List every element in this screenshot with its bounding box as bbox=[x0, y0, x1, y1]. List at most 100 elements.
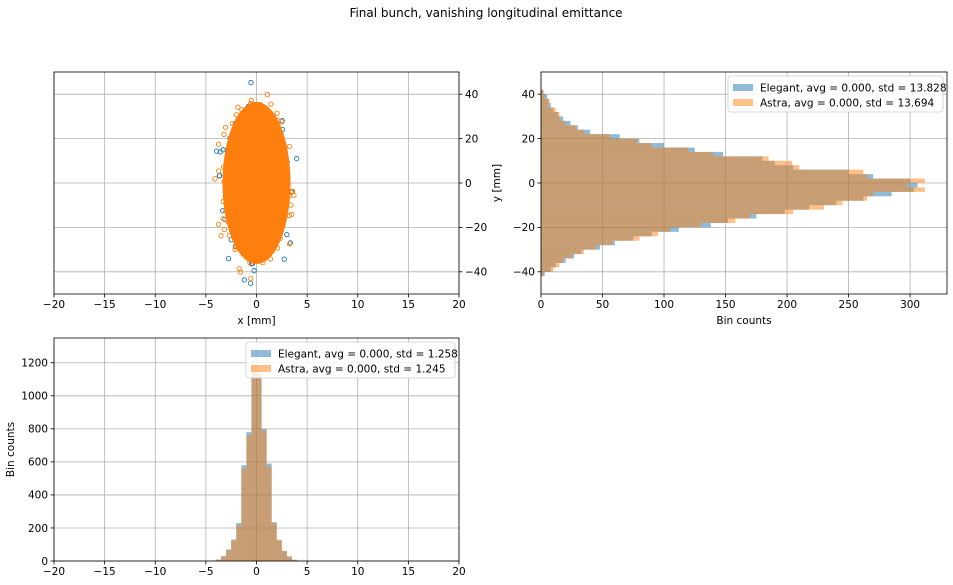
x-tick-label: −15 bbox=[94, 299, 116, 311]
histogram-bar bbox=[541, 271, 544, 277]
y-tick-label: 0 bbox=[528, 178, 535, 190]
figure-suptitle: Final bunch, vanishing longitudinal emit… bbox=[349, 6, 622, 20]
histogram-bar bbox=[541, 178, 925, 183]
histogram-bars bbox=[541, 89, 925, 277]
y-tick-label: 800 bbox=[28, 424, 48, 436]
scatter-point bbox=[248, 79, 254, 86]
scatter-point bbox=[294, 155, 300, 162]
histogram-bar bbox=[541, 187, 925, 192]
x-tick-label: 20 bbox=[452, 566, 465, 578]
histogram-bar bbox=[541, 143, 652, 148]
y-axis-label: y [mm] bbox=[491, 164, 503, 202]
x-tick-label: 50 bbox=[596, 299, 609, 311]
x-tick-label: 5 bbox=[304, 566, 311, 578]
legend-entry-label: Astra, avg = 0.000, std = 13.694 bbox=[760, 98, 935, 110]
histogram-bar bbox=[541, 231, 658, 237]
histogram-bar bbox=[541, 258, 564, 263]
histogram-bar bbox=[241, 468, 247, 561]
histogram-bar bbox=[286, 556, 292, 561]
scatter-point bbox=[247, 280, 254, 286]
y-histogram-chart: 0 50 100 150 200 250 300 −40 −20 0 20 40 Bin counts y… bbox=[491, 71, 948, 327]
histogram-bar bbox=[541, 174, 868, 179]
x-tick-label: 300 bbox=[900, 299, 920, 311]
scatter-point bbox=[237, 269, 244, 275]
histogram-bar bbox=[541, 227, 671, 232]
scatter-point bbox=[225, 255, 232, 262]
y-tick-label: −20 bbox=[465, 222, 487, 234]
scatter-series-astra bbox=[212, 91, 297, 282]
histogram-bar bbox=[541, 205, 824, 210]
histogram-bars bbox=[210, 364, 303, 561]
scatter-point bbox=[236, 266, 242, 272]
axes-frame bbox=[53, 71, 460, 295]
legend-frame bbox=[727, 75, 944, 113]
histogram-bar bbox=[541, 254, 572, 259]
x-tick-label: −15 bbox=[94, 566, 116, 578]
y-tick-label: 200 bbox=[28, 523, 48, 535]
scatter-point bbox=[251, 267, 257, 274]
legend-frame bbox=[245, 341, 456, 379]
x-tick-label: −20 bbox=[43, 299, 65, 311]
histogram-bar bbox=[541, 138, 637, 144]
legend-entry-label: Astra, avg = 0.000, std = 1.245 bbox=[278, 364, 446, 376]
scatter-point bbox=[286, 241, 293, 247]
y-tick-label: −40 bbox=[465, 267, 487, 279]
y-tick-label: 40 bbox=[465, 89, 478, 101]
histogram-bar bbox=[236, 525, 242, 561]
scatter-chart: −20 −15 −10 −5 0 5 10 15 20 −40 −20 0 20 40 x [mm] bbox=[43, 71, 487, 327]
histogram-bar bbox=[256, 371, 262, 561]
axes-frame bbox=[540, 71, 948, 295]
scatter-point bbox=[248, 275, 254, 282]
x-tick-label: 10 bbox=[351, 566, 364, 578]
histogram-bar bbox=[541, 214, 751, 219]
histogram-bar bbox=[541, 125, 576, 130]
histogram-bar bbox=[246, 435, 252, 561]
histogram-bar bbox=[231, 540, 237, 561]
histogram-bar bbox=[541, 120, 566, 126]
histogram-bar bbox=[251, 364, 257, 561]
x-tick-label: 0 bbox=[538, 299, 545, 311]
scatter-point bbox=[220, 147, 226, 153]
histogram-bar bbox=[541, 222, 701, 228]
x-axis-label: x [mm] bbox=[237, 315, 275, 327]
y-tick-label: 20 bbox=[522, 133, 535, 145]
y-tick-label: 1200 bbox=[21, 358, 48, 370]
scatter-point bbox=[218, 233, 224, 239]
y-axis-label: Bin counts bbox=[5, 422, 17, 477]
x-tick-label: 20 bbox=[452, 299, 465, 311]
legend-swatch bbox=[251, 350, 271, 357]
histogram-bar bbox=[276, 539, 282, 561]
y-tick-label: 0 bbox=[41, 556, 48, 568]
histogram-bar bbox=[266, 466, 272, 561]
histogram-bar bbox=[541, 111, 560, 117]
histogram-bar bbox=[541, 147, 689, 152]
histogram-bar bbox=[541, 129, 585, 135]
scatter-point bbox=[213, 148, 220, 154]
scatter-point bbox=[215, 141, 222, 147]
scatter-point bbox=[248, 97, 255, 104]
y-tick-label: 400 bbox=[28, 490, 48, 502]
x-tick-label: −10 bbox=[144, 566, 166, 578]
histogram-bar bbox=[281, 550, 287, 561]
histogram-bar bbox=[541, 209, 794, 215]
y-tick-label: −40 bbox=[513, 267, 535, 279]
legend-swatch bbox=[251, 365, 271, 372]
histogram-bar bbox=[221, 556, 227, 561]
scatter-point bbox=[241, 277, 247, 283]
x-tick-label: −5 bbox=[198, 299, 213, 311]
bar-series-astra bbox=[541, 89, 925, 277]
x-tick-label: 10 bbox=[351, 299, 364, 311]
scatter-point bbox=[281, 256, 287, 262]
scatter-point bbox=[286, 143, 293, 150]
x-tick-label: 15 bbox=[402, 299, 415, 311]
legend-swatch bbox=[733, 99, 753, 106]
y-tick-label: 1000 bbox=[21, 391, 48, 403]
x-axis-label: Bin counts bbox=[716, 315, 771, 327]
x-tick-label: 200 bbox=[777, 299, 797, 311]
histogram-bar bbox=[541, 236, 640, 241]
histogram-bar bbox=[271, 523, 277, 561]
histogram-bar bbox=[541, 267, 554, 272]
x-tick-label: 5 bbox=[304, 299, 311, 311]
